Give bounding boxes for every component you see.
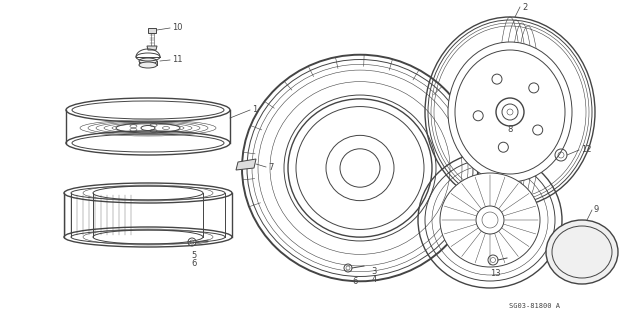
Text: 1: 1: [252, 106, 257, 115]
Text: 6: 6: [191, 258, 196, 268]
Text: 13: 13: [490, 270, 500, 278]
Text: 4: 4: [371, 276, 376, 285]
Text: 9: 9: [594, 205, 599, 214]
Ellipse shape: [139, 62, 157, 68]
Ellipse shape: [139, 58, 157, 64]
Text: 11: 11: [172, 56, 182, 64]
Circle shape: [476, 206, 504, 234]
Text: 12: 12: [581, 145, 591, 154]
Text: 10: 10: [172, 24, 182, 33]
Ellipse shape: [440, 173, 540, 267]
Text: 2: 2: [522, 3, 527, 11]
Text: ACURA: ACURA: [573, 249, 591, 255]
Text: SG03-81800 A: SG03-81800 A: [509, 303, 560, 309]
Polygon shape: [236, 159, 256, 170]
Text: 5: 5: [191, 251, 196, 261]
Polygon shape: [148, 28, 156, 33]
Polygon shape: [147, 46, 157, 50]
Text: 6: 6: [352, 278, 358, 286]
Text: 3: 3: [371, 268, 377, 277]
Text: 7: 7: [268, 162, 273, 172]
Ellipse shape: [546, 220, 618, 284]
Ellipse shape: [296, 107, 424, 229]
Ellipse shape: [448, 42, 572, 182]
Text: 8: 8: [507, 125, 513, 135]
